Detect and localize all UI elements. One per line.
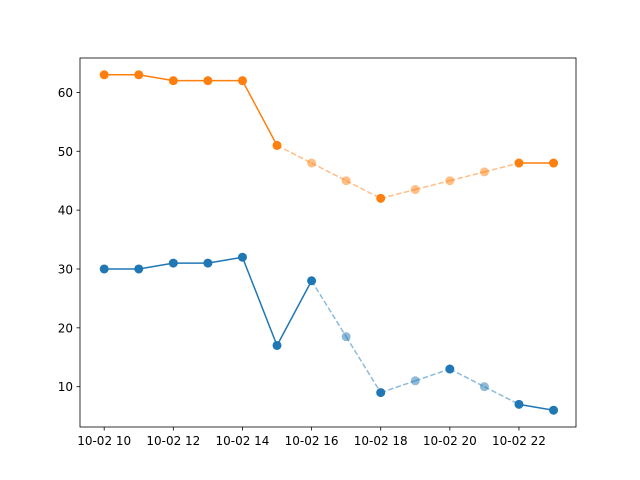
y-tick-label: 10 (58, 380, 73, 394)
series-1-point (134, 264, 144, 274)
series-2-point-interpolated (410, 185, 420, 195)
series-1-segment-interpolated (380, 380, 416, 394)
series-1-segment-interpolated (484, 386, 520, 406)
x-tick-label: 10-02 14 (215, 434, 269, 448)
series-1 (99, 252, 559, 415)
series-1-point (549, 405, 559, 415)
series-1-point-interpolated (341, 332, 351, 342)
series-1-point (376, 388, 386, 398)
series-1-segment-interpolated (449, 368, 485, 388)
x-tick-label: 10-02 20 (423, 434, 477, 448)
x-tick-label: 10-02 16 (285, 434, 339, 448)
y-tick-label: 50 (58, 145, 73, 159)
series-1-point (168, 258, 178, 268)
series-1-point (307, 276, 317, 286)
series-1-point (99, 264, 109, 274)
y-tick-label: 30 (58, 262, 73, 276)
series-2-point (99, 70, 109, 80)
series-2-segment-interpolated (311, 162, 347, 182)
series-1-point-interpolated (410, 376, 420, 386)
series-2-point-interpolated (445, 176, 455, 186)
series-2-segment-interpolated (415, 179, 451, 191)
series-1-segment-interpolated (345, 336, 382, 393)
y-tick-label: 60 (58, 86, 73, 100)
series-1-segment (241, 256, 278, 346)
series-2-segment (241, 80, 278, 146)
axis-layer: 10-02 10 10-02 12 10-02 14 10-02 16 10-02 18… (58, 86, 546, 448)
series-2-point (549, 158, 559, 168)
y-tick-label: 40 (58, 204, 73, 218)
series-1-point (272, 340, 282, 350)
series-1-point (203, 258, 213, 268)
series-2-segment-interpolated (276, 144, 312, 164)
series-1-point (445, 364, 455, 374)
series-2-segment-interpolated (484, 162, 520, 173)
series-2-point (134, 70, 144, 80)
y-tick-label: 20 (58, 321, 73, 335)
plot-area (80, 58, 576, 427)
series-2-segment-interpolated (380, 188, 416, 200)
x-tick-label: 10-02 10 (77, 434, 131, 448)
series-2-segment-interpolated (345, 180, 382, 200)
series-2-point (203, 76, 213, 86)
series-2-segment (138, 74, 174, 82)
series-2-point-interpolated (307, 158, 317, 168)
x-tick-label: 10-02 12 (146, 434, 200, 448)
series-2-point (514, 158, 524, 168)
series-2-point-interpolated (341, 176, 351, 186)
series-1-segment (138, 262, 174, 270)
series-1-segment (276, 280, 313, 346)
plot-frame (79, 57, 577, 428)
series-1-point (237, 252, 247, 262)
series-1-point-interpolated (479, 382, 489, 392)
series-1-segment-interpolated (415, 368, 451, 382)
series-layer (99, 70, 559, 415)
series-1-segment (518, 403, 554, 411)
series-1-segment-interpolated (310, 280, 347, 338)
series-2-point (272, 140, 282, 150)
series-1-segment (207, 256, 243, 264)
series-2-point (168, 76, 178, 86)
series-1-point (514, 399, 524, 409)
series-2-point-interpolated (479, 167, 489, 177)
x-tick-label: 10-02 22 (492, 434, 546, 448)
series-2-segment-interpolated (449, 171, 485, 182)
x-tick-label: 10-02 18 (354, 434, 408, 448)
series-2 (99, 70, 559, 203)
series-2-point (376, 193, 386, 203)
series-2-point (237, 76, 247, 86)
